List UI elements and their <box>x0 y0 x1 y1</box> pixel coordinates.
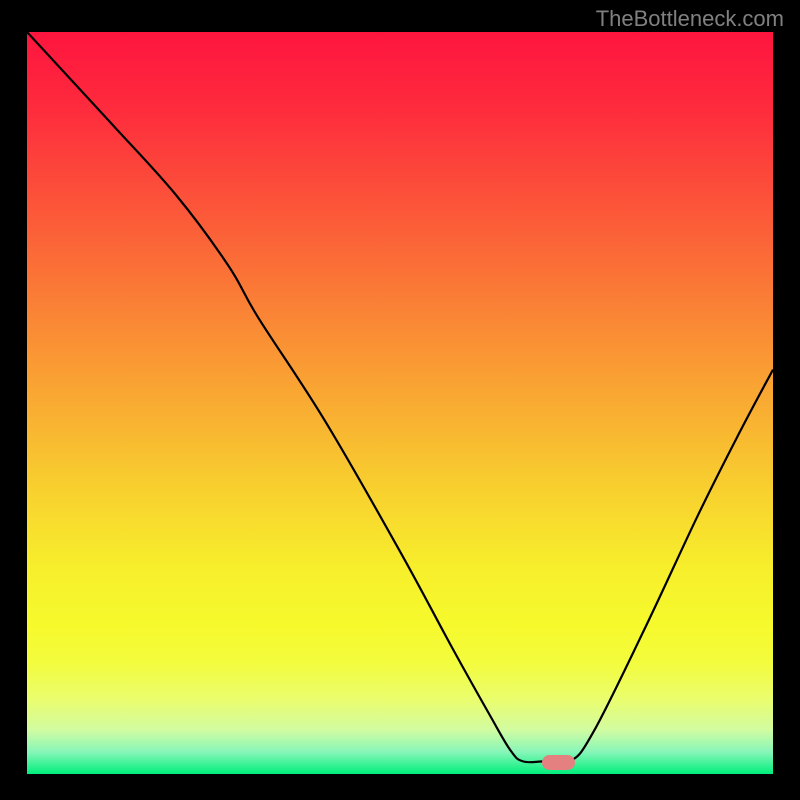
bottleneck-curve <box>27 32 773 774</box>
watermark-text: TheBottleneck.com <box>596 6 784 32</box>
plot-area <box>27 32 773 774</box>
optimal-marker <box>542 755 575 770</box>
